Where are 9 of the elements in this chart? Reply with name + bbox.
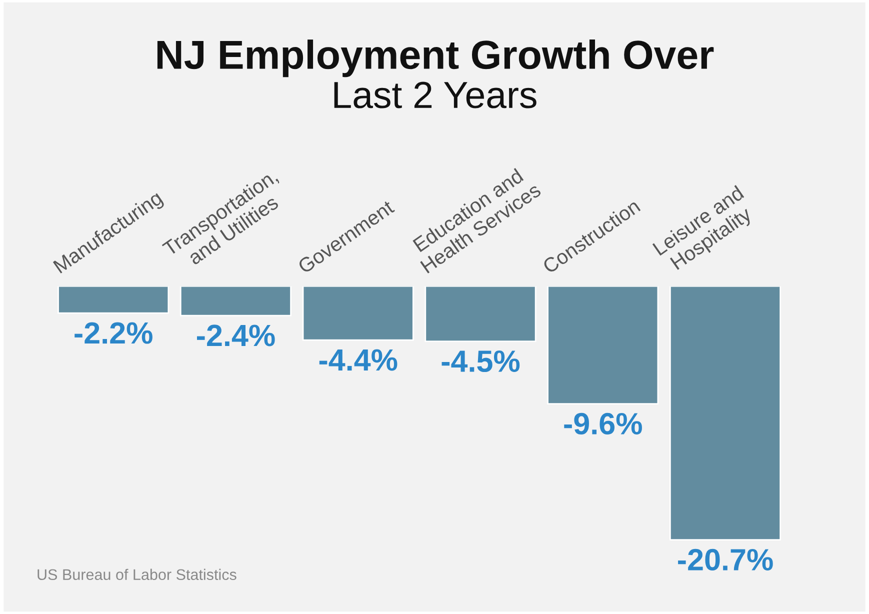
data-label: -2.2%	[74, 322, 152, 344]
data-label: -9.6%	[564, 412, 642, 435]
data-label: -2.4%	[197, 324, 275, 346]
data-label: -4.4%	[319, 349, 398, 371]
text: US Bureau of Labor Statistics	[38, 568, 236, 580]
data-label: -20.7%	[678, 548, 773, 571]
chart-title: NJ Employment Growth Over	[157, 40, 714, 78]
data-label: -4.5%	[442, 350, 520, 372]
chart-subtitle: Last 2 Years	[334, 82, 536, 108]
